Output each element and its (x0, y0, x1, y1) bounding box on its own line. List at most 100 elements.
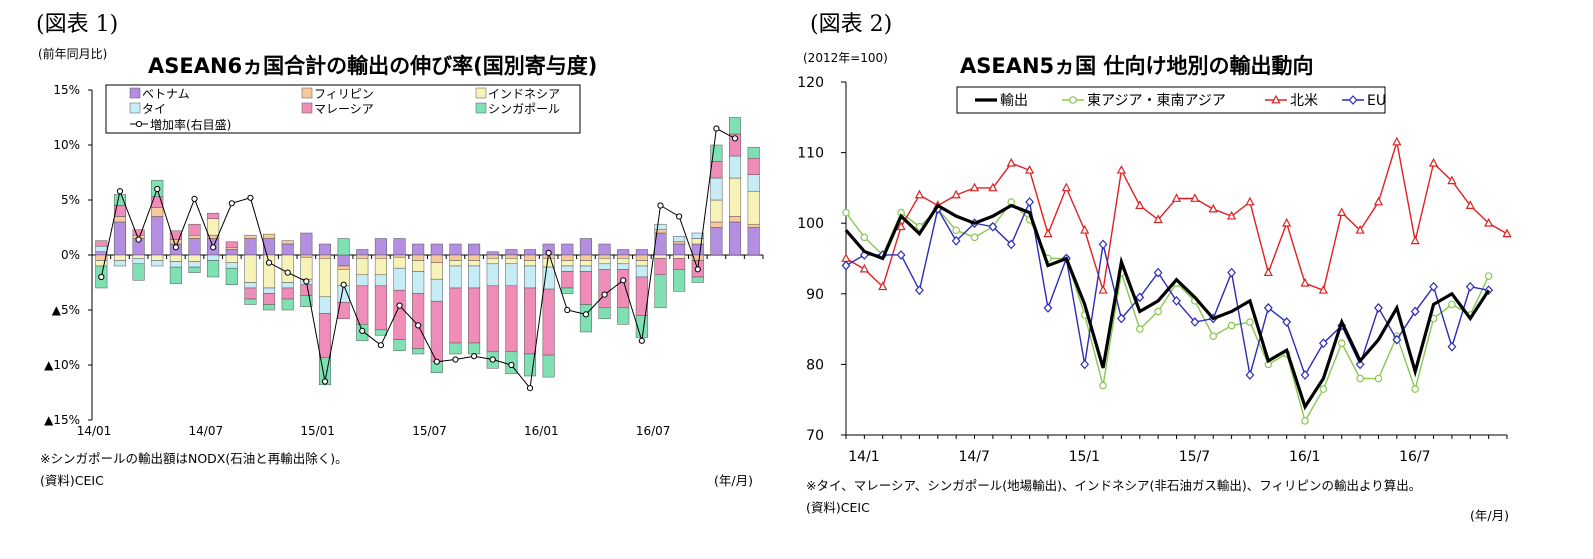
fig2-point (1025, 164, 1035, 174)
fig2-note: ※タイ、マレーシア、シンガポール(地場輸出)、インドネシア(非石油ガス輸出)、フ… (806, 478, 1422, 493)
fig2-point (1043, 303, 1053, 313)
fig2-point (1447, 175, 1457, 185)
fig2-legend (956, 86, 1386, 114)
fig1-unit: (前年同月比) (38, 47, 108, 61)
fig1-bar-6 (617, 307, 630, 325)
fig2-y-tick-label: 90 (806, 287, 824, 303)
fig2-point (1374, 303, 1383, 313)
fig2-point (1006, 157, 1016, 167)
fig1-bar-6 (673, 269, 686, 292)
fig1-growth-point (713, 125, 720, 132)
fig1-bar-2 (244, 234, 257, 239)
fig2-point (951, 189, 961, 199)
fig1-bar-2 (281, 240, 294, 245)
fig1-bar-6 (412, 348, 425, 355)
fig1-y-tick-label: 0% (61, 248, 80, 262)
fig1-bar-6 (691, 276, 704, 283)
fig1-bar-6 (654, 274, 667, 309)
fig1-bar-6 (579, 304, 592, 333)
fig1-y-tick-label: ▲15% (44, 413, 80, 427)
fig1-growth-point (340, 281, 347, 288)
fig2-point (1263, 267, 1273, 277)
fig1-legend-swatch (301, 102, 313, 114)
fig2-point (1263, 303, 1273, 313)
fig2-point (1465, 200, 1475, 209)
fig2-point (1502, 228, 1512, 238)
fig1-bar-6 (710, 144, 723, 162)
fig2-x-tick-label: 15/1 (1069, 449, 1100, 465)
fig2-point (914, 189, 925, 199)
fig2-legend-label: 北米 (1290, 93, 1318, 109)
fig1-bar-5 (95, 240, 108, 247)
fig2-point (1271, 94, 1281, 104)
fig1-legend-label: 増加率(右目盛) (150, 117, 231, 132)
fig1-legend-swatch (301, 87, 313, 99)
fig1-legend-swatch (475, 102, 487, 114)
fig2-point (1226, 210, 1237, 220)
fig1-growth-point (359, 327, 366, 334)
fig2-point (1080, 359, 1090, 370)
fig1-legend-swatch (129, 87, 141, 99)
fig2-point (1153, 214, 1163, 224)
fig2-y-tick-label: 80 (806, 357, 824, 373)
fig2-point (1410, 306, 1420, 317)
fig2-x-tick-label: 14/1 (848, 449, 879, 465)
fig1-growth-point (526, 385, 534, 392)
fig1-bar-6 (318, 357, 332, 386)
fig2-point (1190, 193, 1200, 202)
fig1-growth-point (247, 194, 254, 201)
fig2-point (951, 235, 961, 246)
fig1-growth-point (415, 322, 422, 329)
fig2-point (1411, 385, 1419, 393)
fig1-growth-point (172, 244, 179, 251)
fig2-point (1246, 318, 1254, 326)
fig1-bar-5 (169, 230, 182, 240)
fig1-growth-point (98, 273, 105, 281)
fig1-x-tick-label: 15/01 (300, 424, 335, 438)
fig2-point (1392, 334, 1402, 345)
fig1-bar-6 (542, 354, 555, 378)
fig2-point (1135, 325, 1144, 333)
fig2-point (842, 208, 850, 217)
fig1-growth-point (265, 259, 273, 266)
fig2-line-2 (845, 200, 1490, 423)
fig1-bar-6 (523, 353, 537, 377)
fig2-point (1373, 196, 1384, 206)
fig2-point (1410, 235, 1420, 245)
fig1-legend (105, 84, 581, 134)
fig1-bar-4 (151, 260, 164, 267)
fig1-legend-label: インドネシア (488, 87, 560, 101)
fig1-growth-point (191, 195, 198, 202)
fig2-legend-label: 東アジア・東南アジア (1087, 93, 1226, 109)
fig1-bar-6 (188, 266, 201, 273)
fig2-point (1190, 317, 1200, 327)
fig1-bar-6 (207, 260, 220, 278)
fig2-point (1061, 182, 1071, 192)
fig2-point (1318, 284, 1328, 294)
fig1-bar-6 (263, 304, 276, 311)
fig1-bar-6 (244, 298, 257, 305)
fig1-y-tick-label: ▲5% (52, 303, 80, 317)
fig2-point (970, 233, 979, 242)
fig2-point (1098, 284, 1108, 294)
fig2-point (952, 226, 960, 235)
fig1-growth-point (377, 342, 385, 349)
fig2-point (1337, 207, 1347, 217)
fig2-y-tick-label: 70 (806, 428, 824, 444)
fig1-growth-point (433, 358, 440, 365)
fig2-point (1465, 281, 1475, 292)
fig2-line-4 (845, 199, 1489, 377)
fig1-bar-4 (113, 260, 126, 267)
fig1-growth-point (545, 249, 552, 256)
fig2-point (1080, 224, 1090, 234)
fig1-growth-point (116, 188, 124, 195)
fig1-growth-point (452, 356, 459, 363)
fig1-bar-6 (113, 194, 126, 206)
fig1-legend-label: フィリピン (314, 87, 374, 101)
fig1-y-tick-label: 5% (61, 193, 80, 207)
fig2-point (969, 182, 980, 192)
fig1-bar-6 (281, 298, 294, 311)
fig1-note: ※シンガポールの輸出額はNODX(石油と再輸出除く)。 (40, 451, 348, 466)
fig1-legend-swatch (129, 102, 141, 114)
